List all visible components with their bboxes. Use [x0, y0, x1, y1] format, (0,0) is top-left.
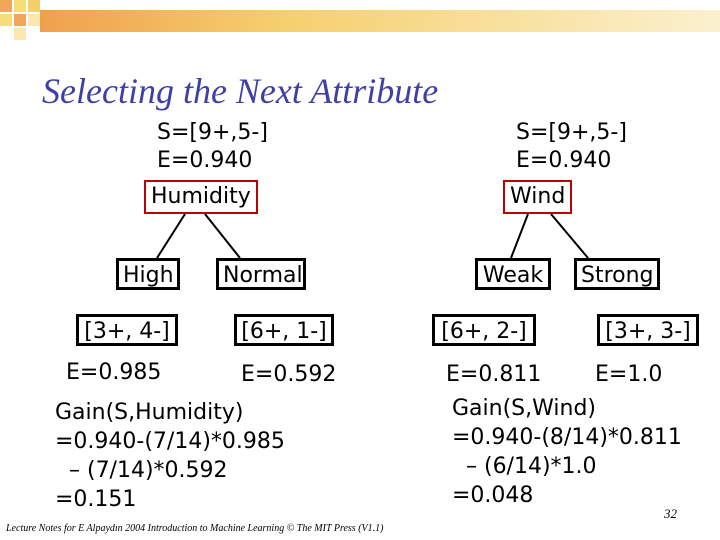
- header-square: [14, 0, 26, 12]
- left-root-set: S=[9+,5-]: [157, 120, 268, 145]
- gain-line: =0.048: [452, 483, 534, 508]
- right-root-set: S=[9+,5-]: [516, 120, 627, 145]
- branch-high: High: [116, 258, 180, 290]
- header-square: [0, 14, 12, 26]
- wind-attribute-node: Wind: [503, 180, 573, 214]
- wind-gain-calculation: Gain(S,Wind) =0.940-(8/14)*0.811 – (6/14…: [452, 396, 682, 509]
- humidity-gain-calculation: Gain(S,Humidity) =0.940-(7/14)*0.985 – (…: [55, 400, 285, 513]
- edge-wind-weak: [510, 213, 529, 259]
- header-gradient-bar: [40, 10, 720, 32]
- strong-entropy: E=1.0: [595, 362, 663, 387]
- header-square: [28, 14, 40, 26]
- gain-line: =0.940-(7/14)*0.985: [55, 429, 285, 454]
- gain-line: Gain(S,Humidity): [55, 400, 244, 425]
- gain-line: – (7/14)*0.592: [55, 458, 228, 483]
- high-counts: [3+, 4-]: [76, 314, 178, 346]
- slide-title: Selecting the Next Attribute: [42, 71, 439, 111]
- weak-entropy: E=0.811: [446, 362, 542, 387]
- header-decoration: [0, 0, 720, 40]
- normal-entropy: E=0.592: [241, 362, 337, 387]
- branch-strong: Strong: [574, 258, 660, 290]
- high-entropy: E=0.985: [66, 360, 162, 385]
- edge-wind-strong: [550, 213, 589, 259]
- branch-normal: Normal: [216, 258, 306, 290]
- strong-counts: [3+, 3-]: [597, 314, 699, 346]
- header-square: [14, 28, 26, 40]
- edge-humidity-normal: [204, 213, 241, 259]
- gain-line: – (6/14)*1.0: [452, 454, 597, 479]
- gain-line: =0.940-(8/14)*0.811: [452, 425, 682, 450]
- right-root-entropy: E=0.940: [516, 148, 612, 173]
- header-square: [0, 0, 12, 12]
- header-square: [14, 14, 26, 26]
- left-root-entropy: E=0.940: [157, 148, 253, 173]
- normal-counts: [6+, 1-]: [234, 314, 334, 346]
- header-square: [28, 0, 40, 12]
- humidity-attribute-node: Humidity: [144, 180, 258, 214]
- weak-counts: [6+, 2-]: [432, 314, 536, 346]
- branch-weak: Weak: [475, 258, 551, 290]
- footer-credit: Lecture Notes for E Alpaydın 2004 Introd…: [6, 523, 384, 534]
- gain-line: Gain(S,Wind): [452, 396, 596, 421]
- page-number: 32: [664, 506, 677, 521]
- gain-line: =0.151: [55, 487, 137, 512]
- edge-humidity-high: [156, 213, 186, 259]
